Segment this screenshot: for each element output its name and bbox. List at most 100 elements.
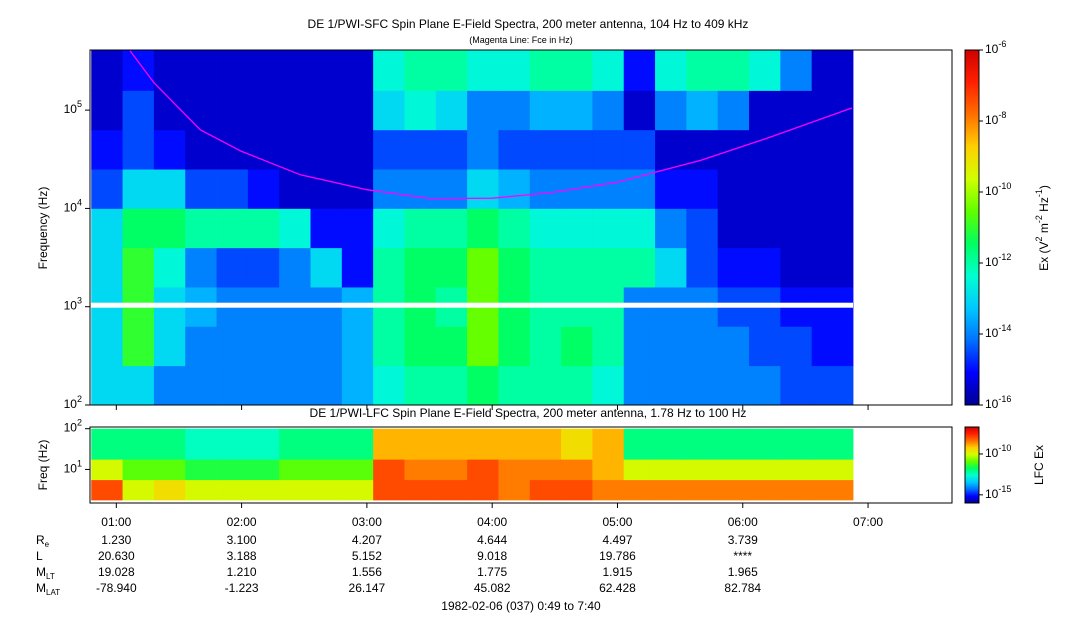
heatmap-cell (185, 169, 217, 209)
heatmap-cell (122, 365, 155, 406)
heatmap-cell (185, 459, 217, 481)
y-tick-label: 103 (64, 296, 82, 313)
heatmap-cell (749, 365, 781, 406)
heatmap-cell (592, 129, 625, 170)
heatmap-cell (780, 247, 813, 288)
heatmap-cell (341, 365, 374, 406)
heatmap-cell (279, 247, 311, 288)
heatmap-cell (623, 90, 656, 131)
colorbar-tick-label: 10-10 (985, 181, 1011, 198)
heatmap-cell (310, 50, 343, 91)
heatmap-cell (811, 365, 854, 406)
heatmap-cell (247, 247, 280, 288)
heatmap-cell (811, 129, 854, 170)
heatmap-cell (467, 90, 499, 131)
heatmap-cell (717, 326, 750, 367)
heatmap-cell (435, 365, 468, 406)
heatmap-cell (467, 365, 499, 406)
heatmap-cell (529, 129, 562, 170)
heatmap-cell (811, 326, 854, 367)
x-tick-label: 01:00 (101, 515, 131, 529)
heatmap-cell (153, 169, 186, 209)
heatmap-cell (404, 129, 437, 170)
heatmap-cell (529, 326, 562, 367)
heatmap-cell (749, 208, 781, 249)
y-tick-label: 101 (64, 459, 82, 476)
heatmap-cell (310, 365, 343, 406)
chart-title: DE 1/PWI-LFC Spin Plane E-Field Spectra,… (310, 406, 747, 420)
heatmap-cell (467, 129, 499, 170)
heatmap-cell (686, 428, 719, 460)
heatmap-cell (153, 247, 186, 288)
heatmap-cell (717, 479, 750, 501)
heatmap-cell (153, 428, 186, 460)
heatmap-cell (341, 247, 374, 288)
heatmap-cell (404, 247, 437, 288)
heatmap-cell (655, 169, 687, 209)
heatmap-cell (435, 326, 468, 367)
plot-frame (89, 426, 953, 504)
heatmap-cell (780, 208, 813, 249)
x-tick-label: 05:00 (602, 515, 632, 529)
heatmap-cell (404, 90, 437, 131)
ephemeris-value: 62.428 (599, 581, 636, 595)
heatmap-cell (404, 169, 437, 209)
heatmap-cell (811, 479, 854, 501)
heatmap-cell (404, 428, 437, 460)
heatmap-cell (749, 129, 781, 170)
heatmap-cell (216, 479, 249, 501)
heatmap-cell (310, 247, 343, 288)
ephemeris-label-main: M (36, 565, 46, 579)
heatmap-cell (655, 479, 687, 501)
heatmap-cell (592, 326, 625, 367)
heatmap-cell (216, 459, 249, 481)
heatmap-cell (717, 50, 750, 91)
heatmap-cell (279, 169, 311, 209)
x-tick-label: 04:00 (477, 515, 507, 529)
heatmap-cell (655, 247, 687, 288)
y-tick-label: 104 (64, 198, 82, 215)
heatmap-cell (216, 50, 249, 91)
y-tick-label: 105 (64, 100, 82, 117)
x-tick-label: 03:00 (352, 515, 382, 529)
heatmap-cell (373, 208, 405, 249)
ephemeris-value: 19.028 (98, 565, 135, 579)
heatmap-cell (498, 459, 531, 481)
heatmap-cell (529, 479, 562, 501)
ephemeris-label-main: R (36, 533, 45, 547)
ephemeris-label: MLAT (36, 581, 60, 597)
heatmap-cell (122, 428, 155, 460)
heatmap-cell (592, 247, 625, 288)
heatmap-cell (373, 129, 405, 170)
heatmap-cell (435, 169, 468, 209)
ephemeris-label-sub: LT (46, 572, 55, 581)
colorbar-tick-label: 10-14 (985, 323, 1011, 340)
heatmap-cell (623, 247, 656, 288)
ephemeris-label-sub: e (45, 540, 50, 549)
heatmap-cell (373, 479, 405, 501)
heatmap-cell (717, 428, 750, 460)
heatmap-cell (279, 365, 311, 406)
heatmap-cell (153, 459, 186, 481)
ephemeris-value: **** (733, 549, 752, 563)
heatmap-cell (749, 169, 781, 209)
heatmap-cell (279, 208, 311, 249)
heatmap-cell (341, 479, 374, 501)
heatmap-cell (122, 50, 155, 91)
heatmap-cell (122, 459, 155, 481)
heatmap-cell (247, 50, 280, 91)
heatmap-cell (153, 129, 186, 170)
heatmap-cell (811, 428, 854, 460)
heatmap-cell (373, 50, 405, 91)
heatmap-cell (404, 326, 437, 367)
ephemeris-value: 26.147 (349, 581, 386, 595)
heatmap-cell (561, 129, 593, 170)
heatmap-cell (749, 50, 781, 91)
heatmap-cell (216, 90, 249, 131)
heatmap-cell (623, 169, 656, 209)
heatmap-cell (341, 208, 374, 249)
colorbar-label: Ex (V2 m-2 Hz-1) (1034, 185, 1051, 271)
heatmap-cell (247, 90, 280, 131)
heatmap-cell (780, 428, 813, 460)
